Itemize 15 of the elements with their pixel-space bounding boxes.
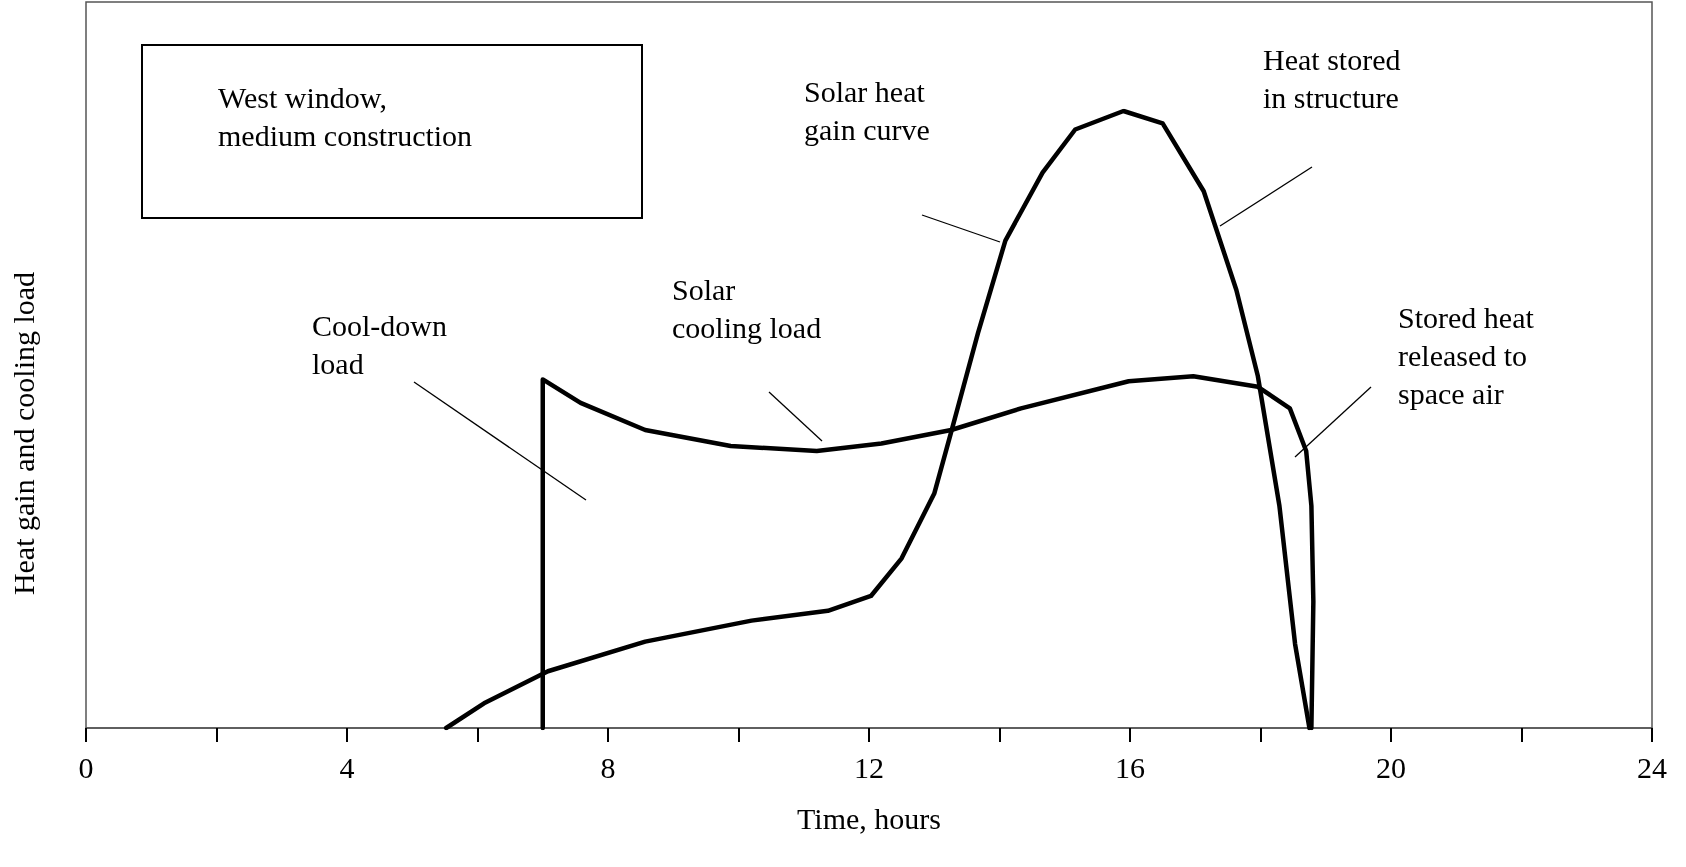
annotation: Stored heat released to space air [1398,300,1535,410]
annotation: Heat stored in structure [1263,42,1401,114]
x-tick-label: 24 [1637,750,1667,784]
annotation: West window, medium construction [218,80,473,152]
x-tick-label: 12 [854,750,884,784]
x-tick-label: 4 [339,750,355,784]
annotation: Cool-down load [312,308,447,380]
x-tick-label: 20 [1376,750,1406,784]
annotation: Solar cooling load [672,272,822,344]
x-tick-label: 8 [600,750,616,784]
y-axis-title: Heat gain and cooling load [6,271,40,596]
x-tick-label: 16 [1115,750,1145,784]
annotation: Solar heat gain curve [804,74,930,146]
x-axis-title: Time, hours [797,801,941,835]
x-tick-label: 0 [78,750,94,784]
